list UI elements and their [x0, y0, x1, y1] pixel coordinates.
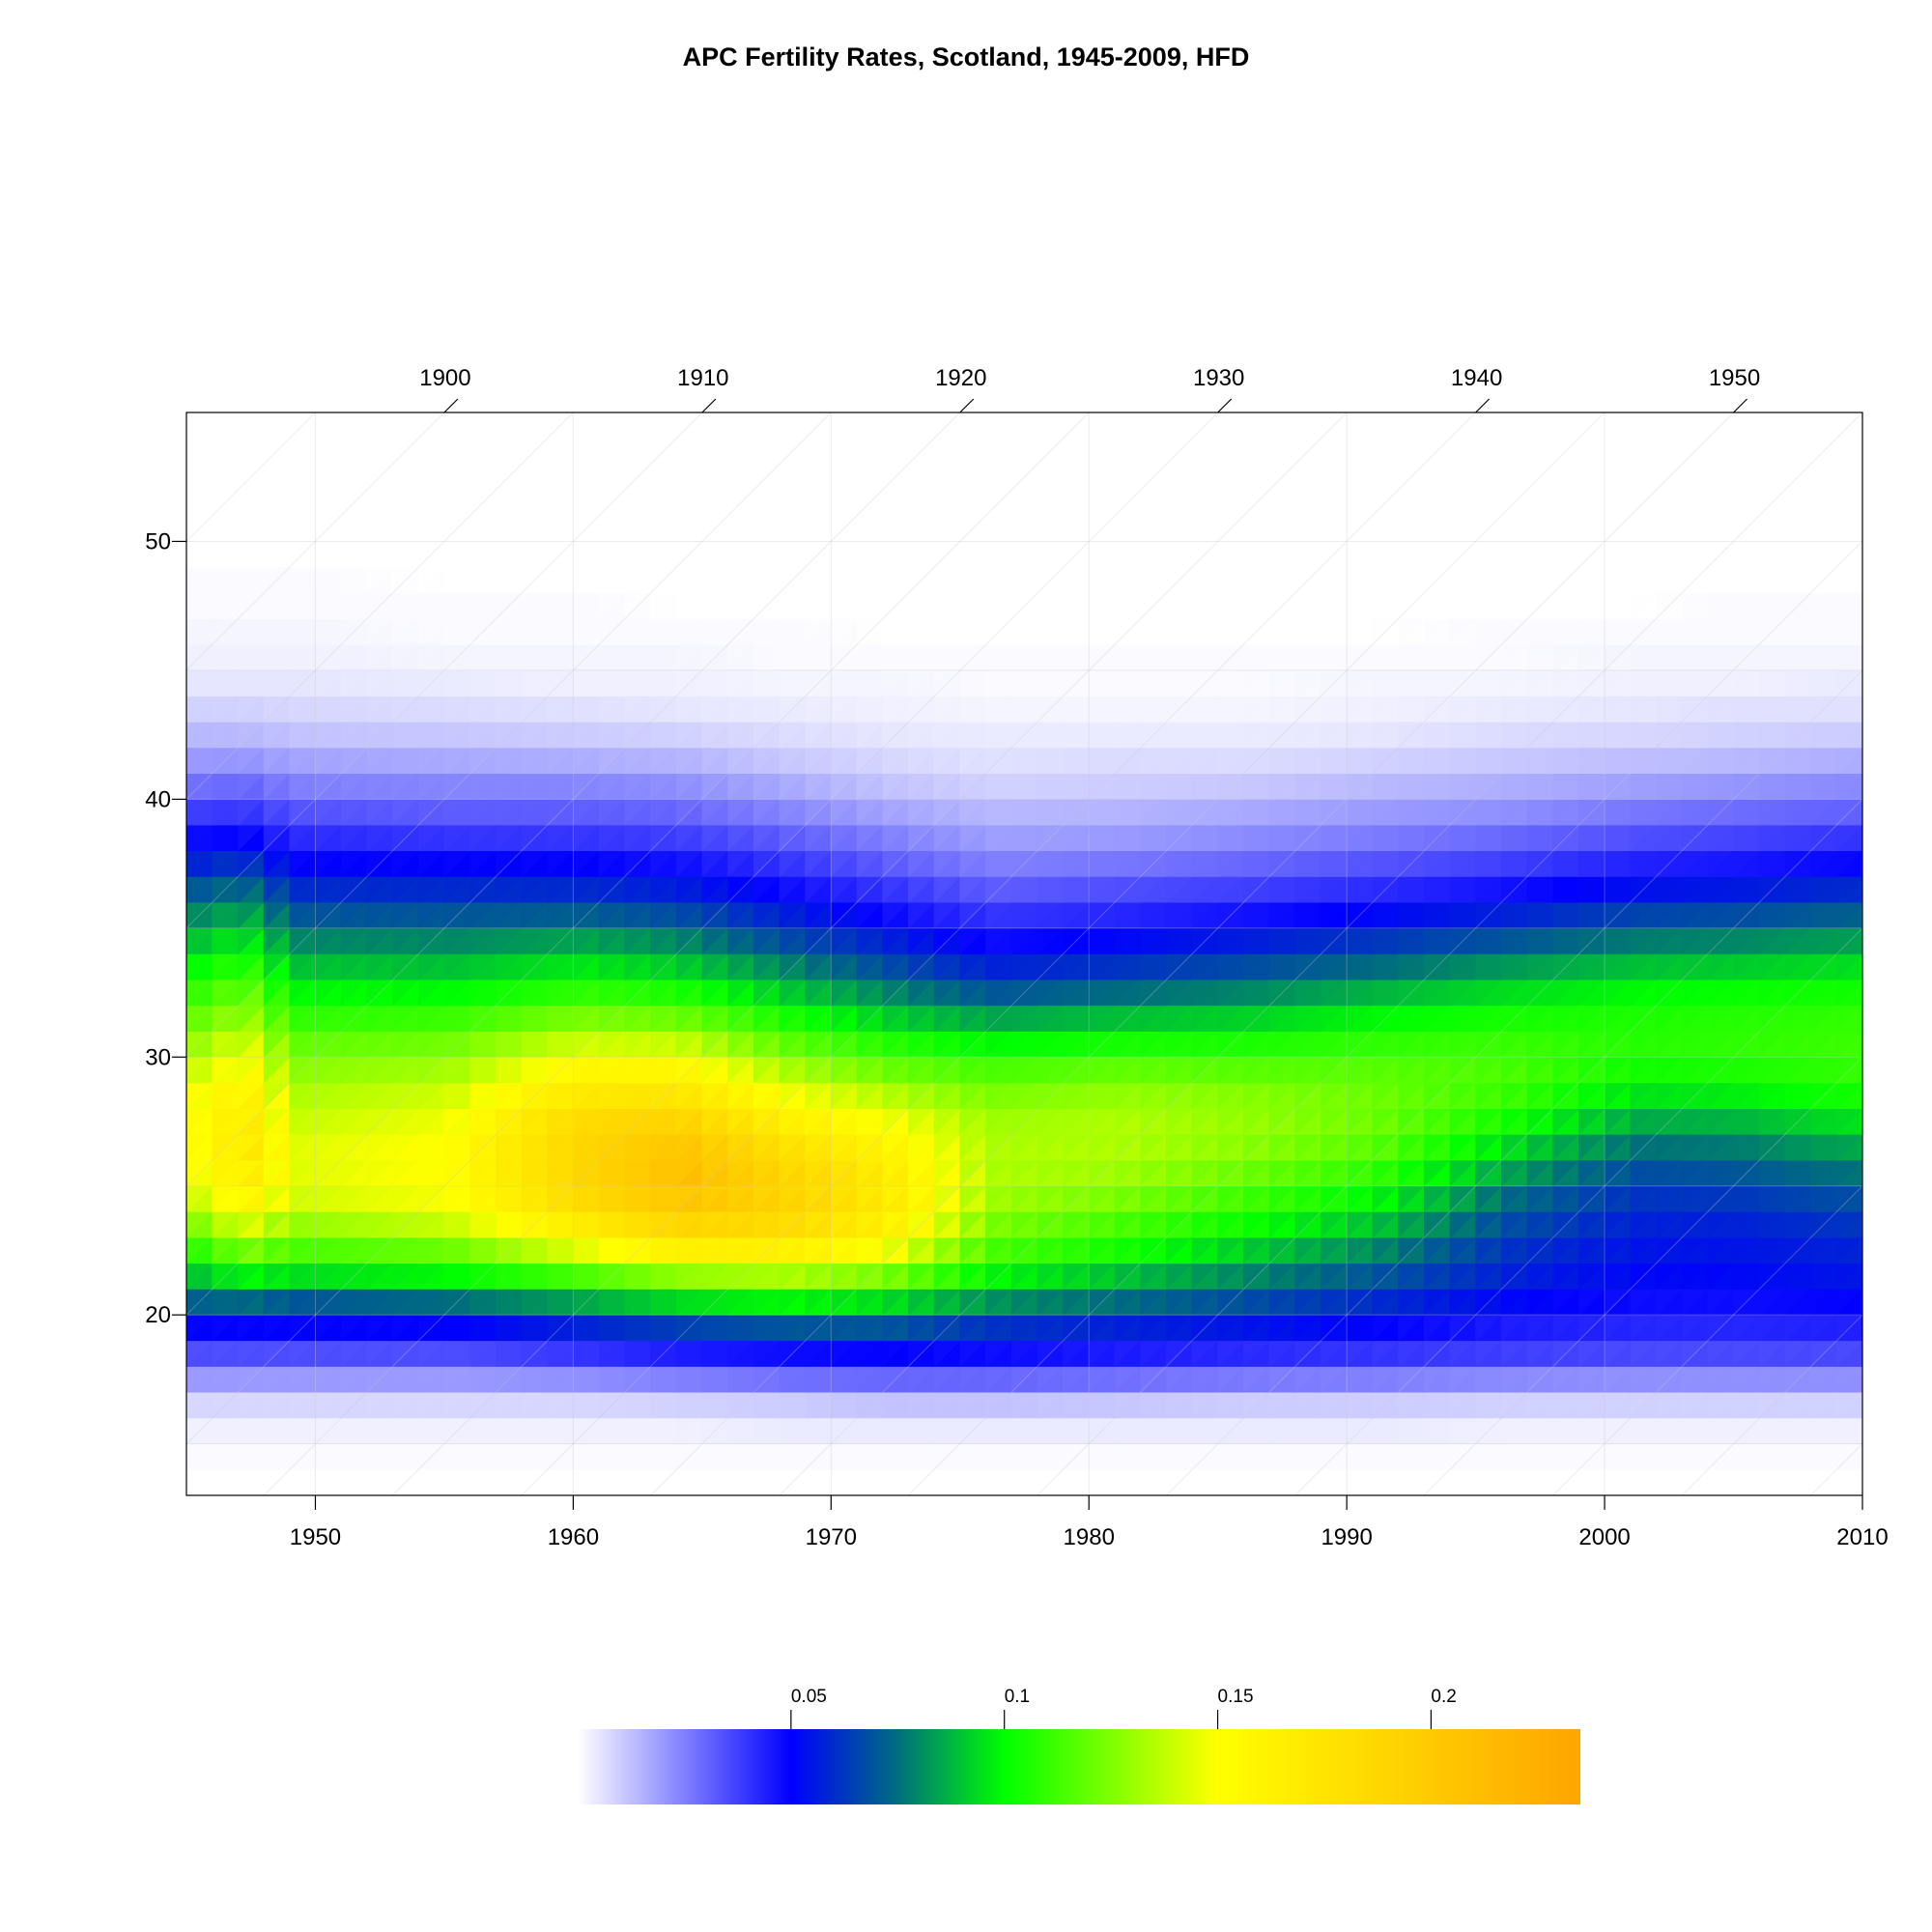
- heat-cell: [443, 515, 471, 543]
- cohort-tick-label: 1940: [1451, 365, 1502, 391]
- y-tick-label: 20: [145, 1302, 171, 1328]
- cohort-tick-label: 1950: [1709, 365, 1760, 391]
- heat-cell: [547, 515, 575, 543]
- heat-cell: [366, 515, 394, 543]
- colorbar: [578, 1729, 1580, 1804]
- cohort-tick-mark: [959, 398, 975, 413]
- y-tick-label: 50: [145, 528, 171, 554]
- y-tick-label: 40: [145, 786, 171, 812]
- heatmap-cells: [185, 515, 1863, 1471]
- heat-cell: [340, 515, 368, 543]
- colorbar-tick-label: 0.15: [1218, 1687, 1254, 1707]
- heat-cell: [289, 515, 317, 543]
- heat-cell: [469, 515, 497, 543]
- heat-cell: [212, 515, 240, 543]
- x-tick-label: 1950: [290, 1524, 341, 1550]
- cohort-tick-mark: [1217, 398, 1233, 413]
- cohort-tick-label: 1910: [677, 365, 728, 391]
- cohort-tick-mark: [443, 398, 459, 413]
- colorbar-tick-label: 0.1: [1005, 1687, 1030, 1707]
- heat-cell: [392, 515, 419, 543]
- heat-cell: [263, 515, 291, 543]
- heat-cell: [496, 515, 523, 543]
- chart-title: APC Fertility Rates, Scotland, 1945-2009…: [682, 43, 1250, 71]
- heat-cell: [238, 515, 265, 543]
- cohort-tick-mark: [1475, 398, 1491, 413]
- cohort-tick-mark: [701, 398, 717, 413]
- heat-cell: [573, 515, 600, 543]
- x-tick-label: 1960: [548, 1524, 599, 1550]
- heat-cell: [650, 515, 677, 543]
- heat-cell: [521, 515, 549, 543]
- heat-cell: [315, 515, 342, 543]
- heat-cell: [417, 515, 445, 543]
- x-tick-label: 1990: [1321, 1524, 1372, 1550]
- cohort-tick-label: 1900: [419, 365, 470, 391]
- x-tick-label: 2000: [1578, 1524, 1630, 1550]
- x-tick-label: 2010: [1836, 1524, 1888, 1550]
- cohort-tick-label: 1920: [935, 365, 986, 391]
- heat-cell: [598, 515, 626, 543]
- heat-cell: [624, 515, 652, 543]
- x-tick-label: 1970: [806, 1524, 857, 1550]
- cohort-tick-label: 1930: [1193, 365, 1244, 391]
- colorbar-tick-label: 0.05: [791, 1687, 827, 1707]
- y-tick-label: 30: [145, 1044, 171, 1070]
- colorbar-legend: 0.05 0.1 0.15 0.2: [578, 1687, 1580, 1804]
- cohort-tick-mark: [1733, 398, 1747, 413]
- colorbar-tick-label: 0.2: [1431, 1687, 1456, 1707]
- x-tick-label: 1980: [1064, 1524, 1115, 1550]
